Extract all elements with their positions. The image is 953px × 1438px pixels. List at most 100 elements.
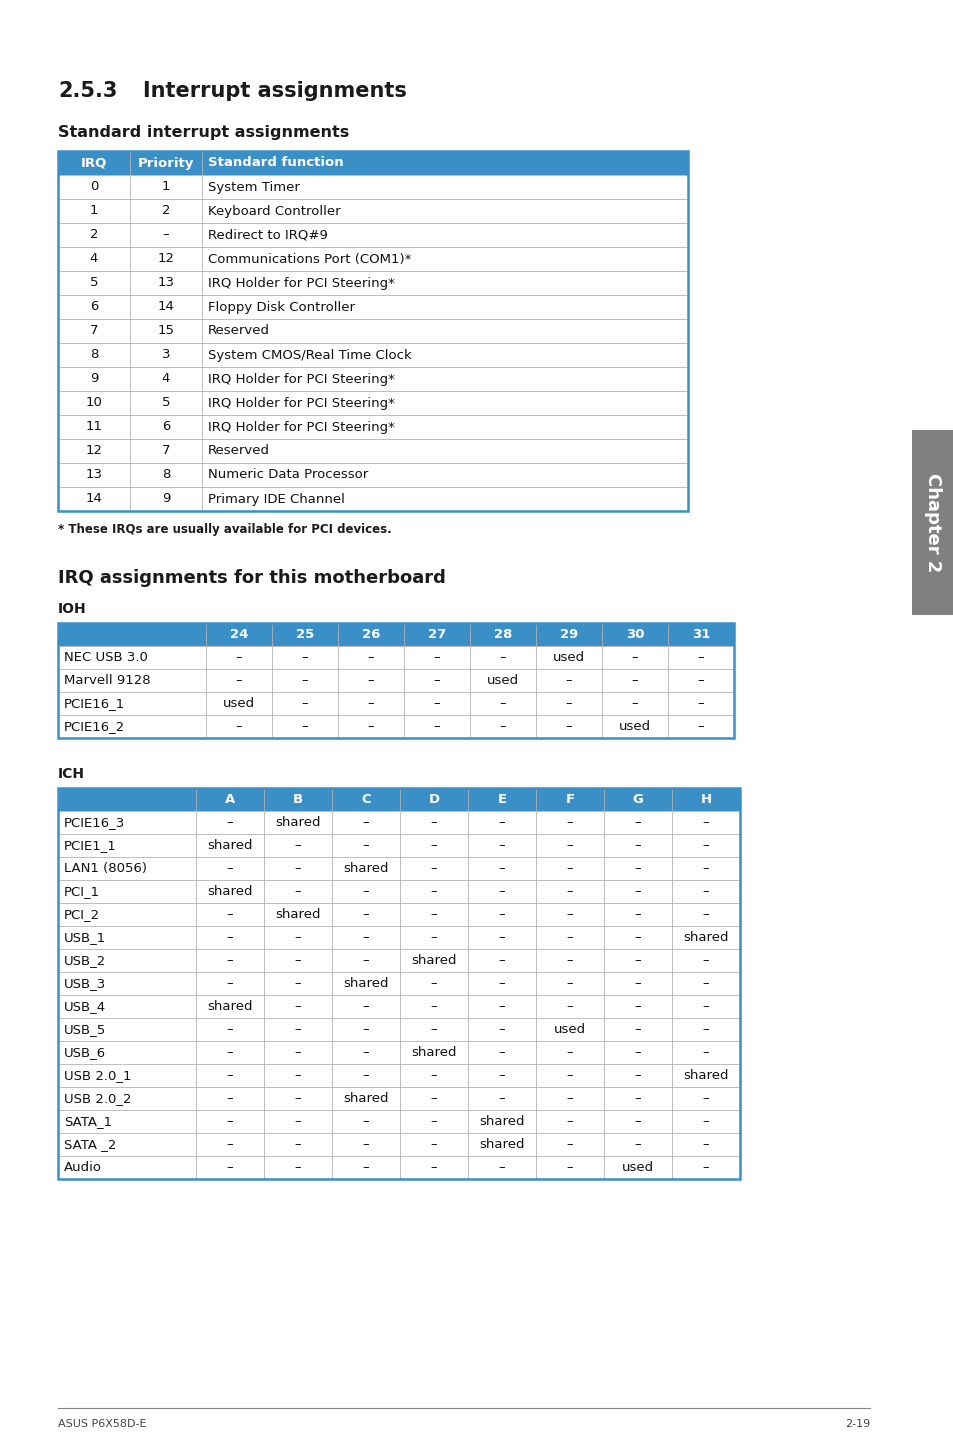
Bar: [671, 926, 740, 949]
Text: –: –: [565, 720, 572, 733]
Bar: [58, 344, 130, 367]
Text: –: –: [702, 884, 709, 897]
Bar: [195, 834, 264, 857]
Text: 9: 9: [90, 372, 98, 385]
Text: 28: 28: [494, 628, 512, 641]
Bar: [58, 319, 130, 344]
Text: 6: 6: [162, 420, 170, 433]
Text: ICH: ICH: [58, 766, 85, 781]
Bar: [603, 1087, 671, 1110]
Bar: [468, 972, 536, 995]
Text: used: used: [621, 1160, 654, 1173]
Bar: [130, 391, 202, 416]
Text: used: used: [618, 720, 650, 733]
Text: –: –: [430, 999, 436, 1012]
Text: –: –: [430, 815, 436, 828]
Text: shared: shared: [275, 815, 320, 828]
Bar: [332, 880, 399, 903]
Bar: [58, 198, 130, 223]
Bar: [264, 834, 332, 857]
Bar: [399, 949, 468, 972]
Bar: [202, 439, 687, 463]
Bar: [264, 926, 332, 949]
Text: 27: 27: [428, 628, 446, 641]
Bar: [58, 926, 195, 949]
Bar: [130, 175, 202, 198]
Text: –: –: [697, 674, 703, 687]
Text: –: –: [499, 720, 506, 733]
Bar: [130, 367, 202, 391]
Bar: [206, 692, 272, 715]
Bar: [58, 1110, 195, 1133]
Text: USB_4: USB_4: [64, 999, 106, 1012]
Bar: [58, 223, 130, 247]
Text: –: –: [362, 815, 369, 828]
Bar: [206, 646, 272, 669]
Bar: [536, 1110, 603, 1133]
Text: F: F: [565, 792, 574, 807]
Bar: [272, 692, 337, 715]
Bar: [195, 1133, 264, 1156]
Bar: [470, 623, 536, 646]
Bar: [403, 623, 470, 646]
Bar: [58, 834, 195, 857]
Text: IRQ Holder for PCI Steering*: IRQ Holder for PCI Steering*: [208, 372, 395, 385]
Text: 11: 11: [86, 420, 102, 433]
Bar: [536, 623, 601, 646]
Text: NEC USB 3.0: NEC USB 3.0: [64, 651, 148, 664]
Text: –: –: [634, 930, 640, 943]
Text: USB_6: USB_6: [64, 1045, 106, 1058]
Text: –: –: [631, 674, 638, 687]
Text: Redirect to IRQ#9: Redirect to IRQ#9: [208, 229, 328, 242]
Text: –: –: [430, 1137, 436, 1150]
Text: –: –: [566, 838, 573, 851]
Bar: [202, 391, 687, 416]
Text: –: –: [227, 815, 233, 828]
Bar: [332, 1110, 399, 1133]
Bar: [403, 646, 470, 669]
Bar: [603, 972, 671, 995]
Text: 29: 29: [559, 628, 578, 641]
Bar: [603, 926, 671, 949]
Text: shared: shared: [343, 861, 388, 874]
Text: shared: shared: [682, 930, 728, 943]
Text: –: –: [498, 907, 505, 920]
Bar: [195, 926, 264, 949]
Bar: [601, 623, 667, 646]
Text: –: –: [235, 720, 242, 733]
Bar: [536, 949, 603, 972]
Bar: [58, 1064, 195, 1087]
Text: –: –: [702, 976, 709, 989]
Bar: [58, 857, 195, 880]
Text: –: –: [634, 976, 640, 989]
Text: Chapter 2: Chapter 2: [923, 473, 941, 572]
Text: USB_5: USB_5: [64, 1022, 106, 1035]
Text: A: A: [225, 792, 234, 807]
Text: 14: 14: [86, 492, 102, 506]
Bar: [536, 1064, 603, 1087]
Text: used: used: [554, 1022, 585, 1035]
Text: –: –: [227, 976, 233, 989]
Text: –: –: [367, 697, 374, 710]
Text: –: –: [434, 674, 440, 687]
Text: D: D: [428, 792, 439, 807]
Bar: [58, 995, 195, 1018]
Text: –: –: [499, 697, 506, 710]
Text: –: –: [227, 1022, 233, 1035]
Bar: [536, 880, 603, 903]
Text: –: –: [163, 229, 169, 242]
Bar: [58, 880, 195, 903]
Bar: [399, 903, 468, 926]
Text: –: –: [566, 1114, 573, 1127]
Bar: [468, 1156, 536, 1179]
Text: 1: 1: [90, 204, 98, 217]
Bar: [58, 903, 195, 926]
Bar: [536, 995, 603, 1018]
Text: –: –: [634, 884, 640, 897]
Bar: [264, 857, 332, 880]
Bar: [195, 995, 264, 1018]
Bar: [130, 247, 202, 270]
Text: –: –: [430, 1068, 436, 1081]
Bar: [264, 1110, 332, 1133]
Bar: [130, 439, 202, 463]
